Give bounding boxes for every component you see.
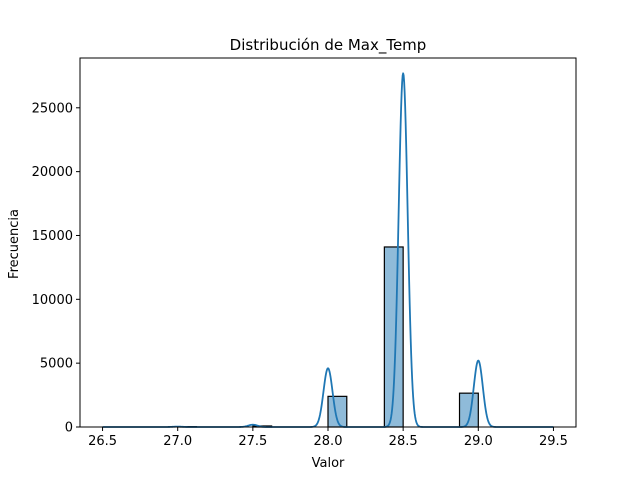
chart-title: Distribución de Max_Temp bbox=[230, 36, 427, 55]
x-tick-label-5: 29.0 bbox=[464, 434, 493, 449]
plot-area: 26.5 27.0 27.5 28.0 28.5 29.0 29.5 0 5000 10000 15… bbox=[32, 57, 577, 449]
y-tick-label-1: 5000 bbox=[40, 357, 73, 372]
x-tick-label-4: 28.5 bbox=[389, 434, 418, 449]
x-tick-label-0: 26.5 bbox=[88, 434, 117, 449]
x-tick-label-2: 27.5 bbox=[238, 434, 267, 449]
y-tick-label-4: 20000 bbox=[32, 165, 73, 180]
x-tick-label-1: 27.0 bbox=[163, 434, 192, 449]
y-axis-title: Frecuencia bbox=[7, 209, 22, 279]
x-tick-label-6: 29.5 bbox=[539, 434, 568, 449]
y-tick-label-0: 0 bbox=[65, 421, 73, 436]
x-axis-title: Valor bbox=[312, 456, 345, 471]
y-tick-label-2: 10000 bbox=[32, 293, 73, 308]
y-tick-label-5: 25000 bbox=[32, 101, 73, 116]
x-tick-label-3: 28.0 bbox=[314, 434, 343, 449]
y-tick-label-3: 15000 bbox=[32, 229, 73, 244]
